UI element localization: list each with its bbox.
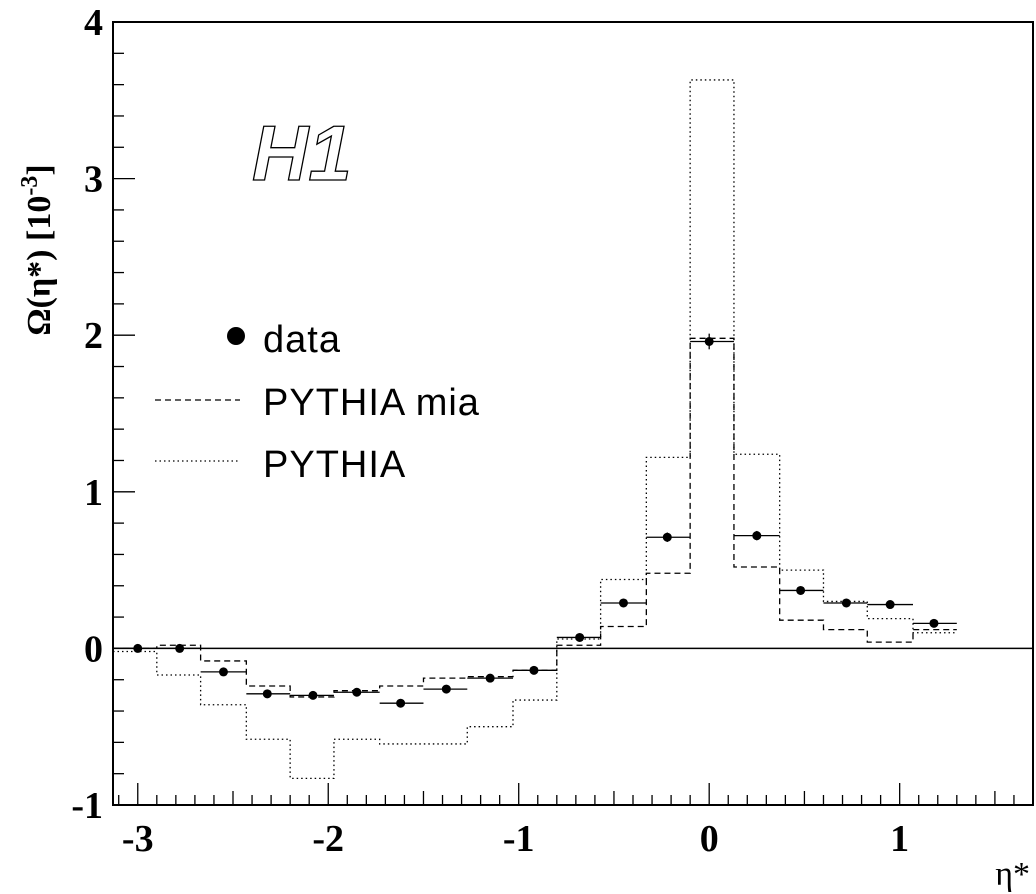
- y-axis-title: Ω(η*) [10-3]: [17, 164, 58, 335]
- x-tick-label: -2: [312, 818, 344, 860]
- y-axis-title-main: Ω(η*) [10: [21, 196, 58, 336]
- data-point: [529, 665, 539, 675]
- data-point: [752, 531, 762, 541]
- series-line-pythia-mia: [113, 337, 957, 698]
- data-point: [352, 687, 362, 697]
- ticks-layer: [113, 21, 1034, 806]
- legend-label-data: data: [263, 319, 341, 361]
- data-point: [485, 673, 495, 683]
- labels-layer: -1 0 1 2 3 4 -3 -2 -1 0 1: [71, 2, 909, 860]
- x-tick-label: -1: [503, 818, 535, 860]
- y-tick-label: 2: [84, 315, 103, 357]
- x-tick-label: 0: [700, 818, 719, 860]
- series-line-pythia: [113, 79, 957, 780]
- data-point: [133, 643, 143, 653]
- data-point: [618, 598, 628, 608]
- data-point: [218, 667, 228, 677]
- y-tick-label: 3: [84, 159, 103, 201]
- data-point: [575, 632, 585, 642]
- series-data: [113, 333, 957, 708]
- y-tick-label: -1: [71, 785, 103, 827]
- data-point: [885, 600, 895, 610]
- series-pythia: [113, 79, 957, 780]
- svg-text:Ω(η*) [10-3]: Ω(η*) [10-3]: [17, 164, 58, 335]
- data-point: [704, 336, 714, 346]
- y-tick-label: 1: [84, 472, 103, 514]
- x-axis-title: η*: [995, 856, 1030, 893]
- h1-logo: H1: [252, 109, 352, 197]
- data-point: [841, 598, 851, 608]
- data-point: [175, 643, 185, 653]
- x-tick-label: 1: [890, 818, 909, 860]
- legend-label-pythia-mia: PYTHIA mia: [263, 382, 480, 424]
- series-layer: [113, 79, 957, 780]
- y-axis-title-close: ]: [21, 164, 58, 175]
- series-pythia-mia: [113, 337, 957, 698]
- x-tick-label: -3: [122, 818, 154, 860]
- legend-marker-data: [227, 327, 245, 345]
- y-tick-label: 4: [84, 2, 103, 44]
- y-axis-title-sup: -3: [17, 176, 43, 196]
- plot-frame: [112, 21, 1034, 806]
- data-point: [308, 690, 318, 700]
- data-point: [262, 689, 272, 699]
- data-point: [662, 532, 672, 542]
- data-point: [441, 684, 451, 694]
- y-tick-label: 0: [84, 628, 103, 670]
- data-point: [929, 618, 939, 628]
- legend: data PYTHIA mia PYTHIA: [155, 319, 480, 486]
- data-point: [396, 698, 406, 708]
- data-point: [796, 585, 806, 595]
- legend-label-pythia: PYTHIA: [263, 444, 406, 486]
